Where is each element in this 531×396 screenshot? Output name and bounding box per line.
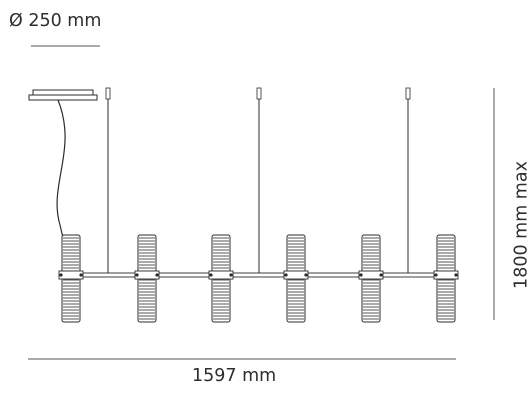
shade-1 (58, 234, 84, 323)
shade-2 (134, 234, 160, 323)
shade-4 (283, 234, 309, 323)
shade-6 (433, 234, 459, 323)
suspension-hook-1 (105, 87, 111, 100)
ceiling-canopy (28, 89, 98, 101)
shade-5 (358, 234, 384, 323)
shade-3 (208, 234, 234, 323)
horizontal-bar (75, 272, 457, 278)
diameter-label: Ø 250 mm (9, 11, 102, 31)
suspension-hook-3 (405, 87, 411, 100)
width-label: 1597 mm (192, 366, 277, 386)
shades (58, 234, 459, 323)
suspension-hook-2 (256, 87, 262, 100)
